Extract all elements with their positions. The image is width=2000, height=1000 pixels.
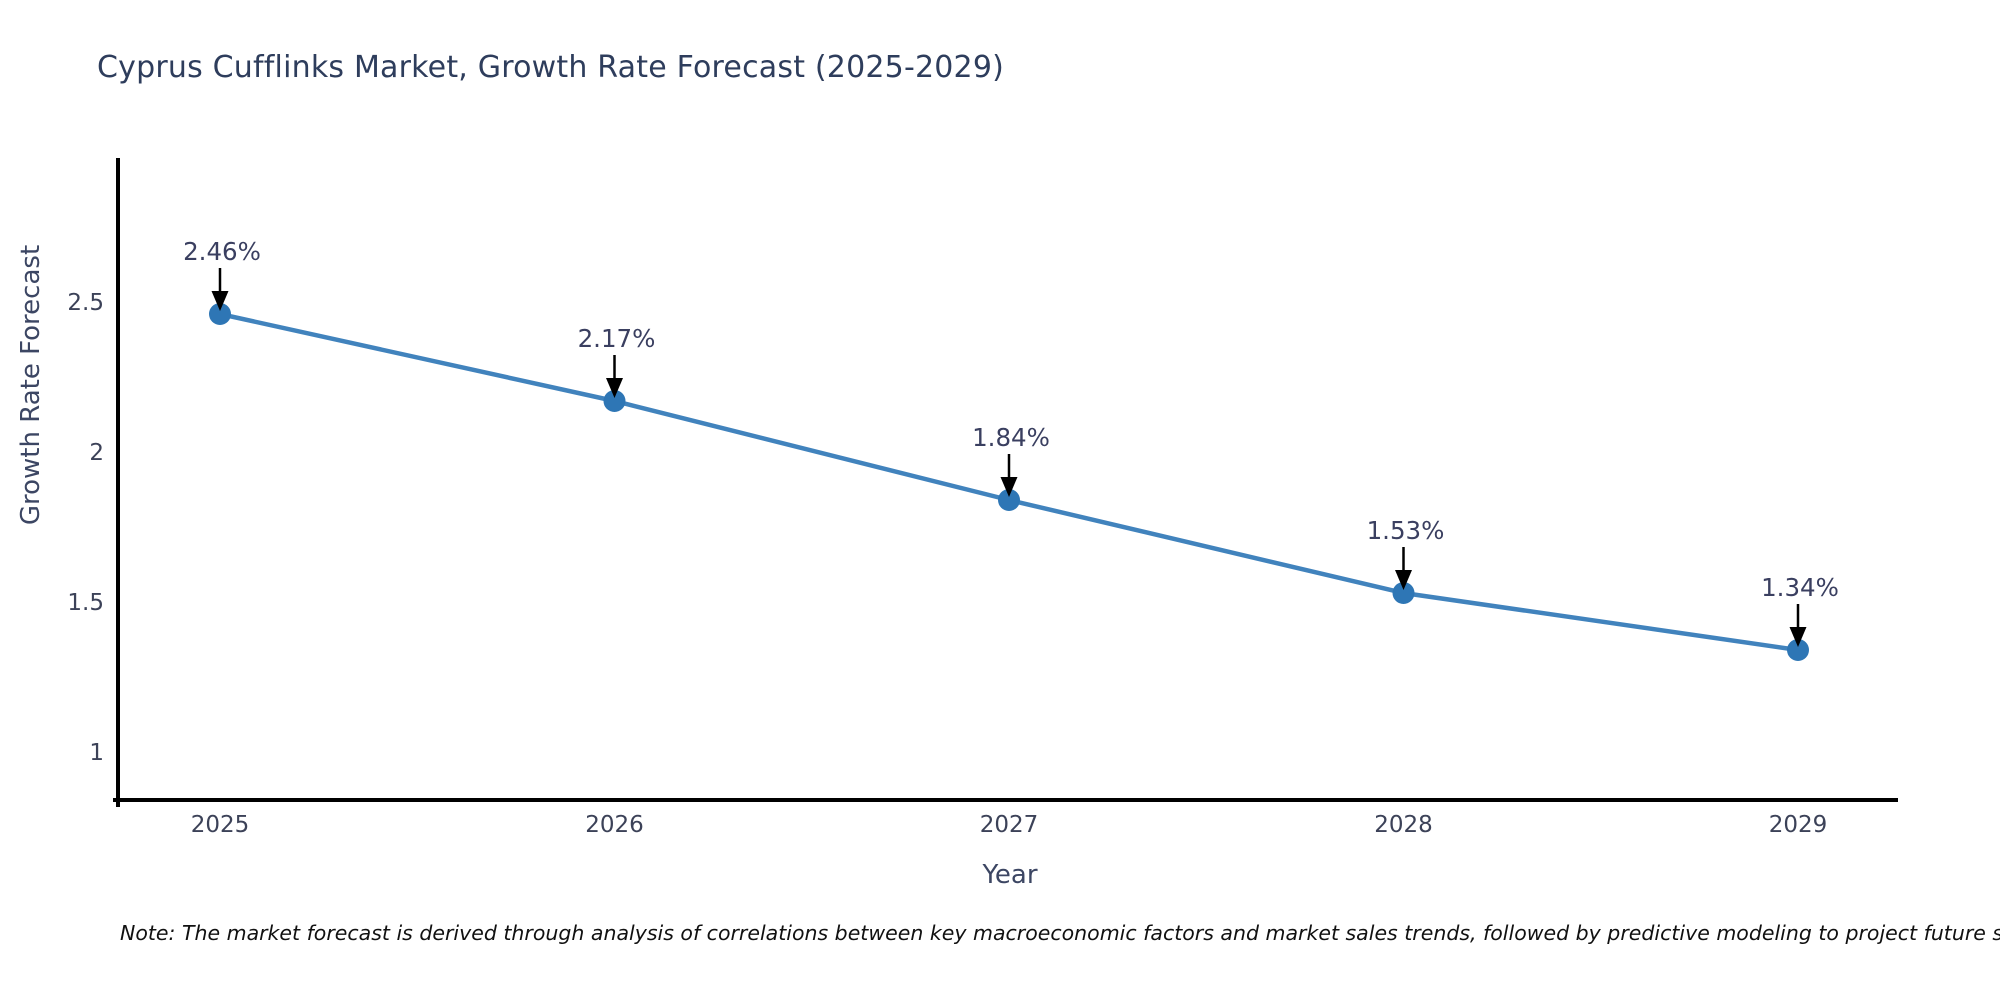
point-value-label: 1.84% [972,423,1050,452]
annotation-arrowhead [1395,570,1412,590]
x-tick-label: 2029 [1769,812,1828,838]
point-value-label: 1.34% [1761,573,1839,602]
y-tick-label: 1 [89,740,104,766]
x-tick-label: 2025 [191,812,250,838]
data-point-2026[interactable] [603,390,626,412]
y-tick-label: 2.5 [67,290,104,316]
point-value-label: 2.17% [578,324,656,353]
footnote: Note: The market forecast is derived thr… [120,921,2000,945]
data-point-2025[interactable] [209,303,231,325]
x-tick-label: 2027 [980,812,1039,838]
annotation-arrowhead [1000,477,1018,497]
y-tick-label: 1.5 [67,590,104,616]
x-axis-title: Year [982,860,1038,890]
annotation-arrowhead [1789,627,1807,647]
data-point-2027[interactable] [998,489,1020,511]
data-point-2029[interactable] [1787,639,1809,661]
point-value-label: 1.53% [1367,516,1445,545]
chart-title: Cyprus Cufflinks Market, Growth Rate For… [97,50,1005,85]
x-tick-label: 2028 [1374,812,1433,838]
point-value-label: 2.46% [183,237,261,266]
x-tick-label: 2026 [585,812,644,838]
annotation-arrowhead [606,378,623,398]
y-tick-label: 2 [89,440,104,466]
data-point-2028[interactable] [1392,582,1415,604]
annotation-arrowhead [211,291,229,311]
